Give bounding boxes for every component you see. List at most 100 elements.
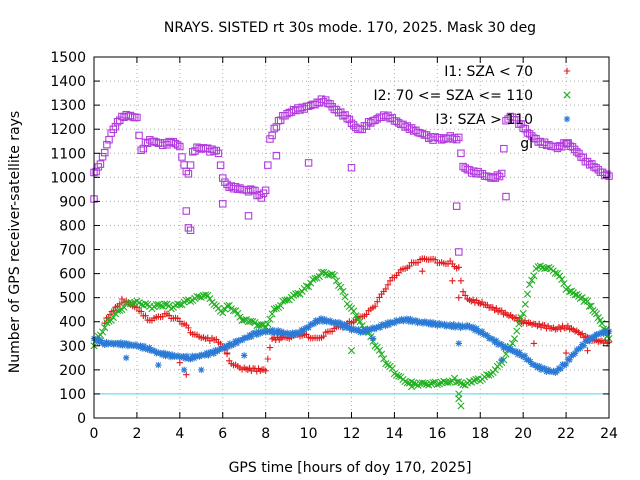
cross-marker [279,297,287,305]
cross-marker [455,395,463,403]
x-tick-label: 22 [557,426,575,442]
star-marker [493,337,500,344]
star-marker [133,342,141,350]
square-marker [270,124,278,133]
plus-marker [264,355,272,363]
cross-marker [571,291,579,299]
square-marker [474,167,482,176]
square-marker [343,114,351,123]
square-marker [311,100,319,109]
square-marker [182,207,191,215]
cross-marker [377,350,386,358]
star-marker [253,331,260,338]
star-marker [498,341,505,348]
cross-marker [294,289,302,297]
cross-marker [195,293,203,301]
plus-marker [449,277,456,285]
star-marker [155,361,162,369]
cross-marker [513,327,521,335]
plus-marker [419,267,426,275]
square-marker [257,194,266,202]
cross-marker [429,378,437,386]
legend-label: I3: SZA > 110 [435,112,533,128]
square-marker [158,141,167,150]
square-marker [573,148,581,156]
star-marker [210,350,218,357]
star-marker [473,325,480,332]
star-marker [117,339,125,346]
cross-marker [283,296,291,304]
star-marker [137,342,144,349]
star-marker [282,330,289,337]
y-axis-label: Number of GPS receiver-satellite rays [7,111,23,373]
star-marker [376,324,384,331]
outliers-cross [347,347,465,410]
legend-label: gl [520,136,533,152]
y-tick-label: 300 [59,339,86,355]
star-marker [559,361,566,368]
square-marker [354,125,362,134]
plus-marker [266,344,274,351]
cross-marker [470,377,478,385]
cross-marker [225,301,233,310]
cross-marker [141,300,150,308]
star-marker [385,321,393,329]
plus-marker [320,333,327,340]
cross-marker [330,271,338,280]
y-tick-label: 1000 [50,170,86,186]
plus-marker [414,259,422,266]
star-marker [248,333,255,340]
star-marker [217,345,225,352]
y-tick-label: 400 [59,315,86,331]
cross-marker [472,375,480,383]
star-marker [317,315,325,322]
cross-marker [551,269,559,277]
cross-marker [277,302,285,310]
legend-label: I1: SZA < 70 [444,64,533,80]
square-marker [283,109,291,118]
plus-marker [371,302,379,310]
square-marker [345,115,354,124]
plus-marker [374,298,381,305]
x-tick-label: 10 [300,426,318,442]
square-marker [219,174,227,182]
cross-marker [339,287,347,295]
cross-marker [598,319,606,328]
star-marker [600,330,607,337]
star-marker [530,361,538,368]
cross-marker [309,275,317,284]
plus-marker [462,292,469,299]
cross-marker [234,309,242,318]
cross-marker [350,307,358,315]
square-marker [261,186,270,195]
star-marker [407,315,414,323]
cross-marker [116,306,124,315]
star-marker [498,357,505,364]
square-marker [450,133,459,142]
star-marker [146,344,153,351]
square-marker [452,135,461,144]
square-marker [221,178,229,186]
star-marker [122,354,130,362]
star-marker [105,341,112,348]
x-tick-label: 24 [600,426,618,442]
cross-marker [219,309,227,317]
star-marker [482,331,489,339]
square-marker [600,171,609,180]
star-marker [527,358,534,365]
cross-marker [444,378,452,387]
star-marker [444,322,452,329]
cross-marker [521,300,529,308]
square-marker [452,202,461,210]
star-marker [228,342,235,349]
star-marker [489,335,496,343]
star-marker [291,331,298,339]
square-marker [184,224,193,232]
cross-marker [223,302,231,310]
plus-marker [459,288,467,295]
cross-marker [347,347,356,355]
cross-marker [526,280,534,289]
y-tick-label: 100 [59,387,86,403]
square-marker [570,145,579,154]
star-marker [443,323,450,330]
